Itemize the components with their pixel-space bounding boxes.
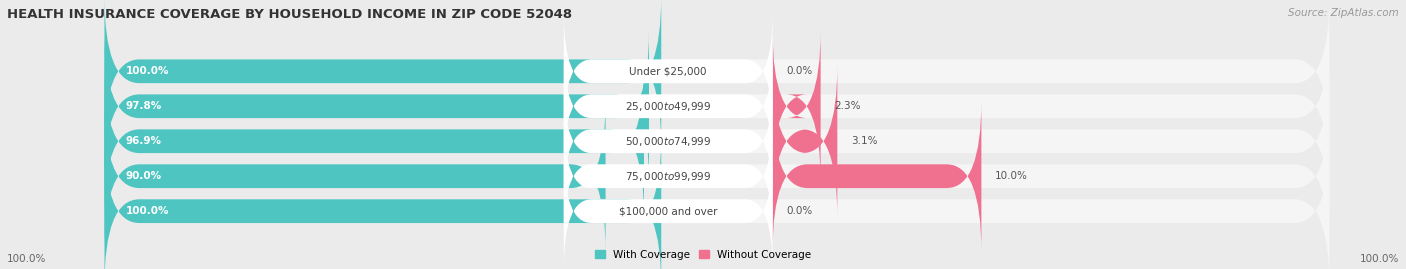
Text: 97.8%: 97.8% <box>125 101 162 111</box>
FancyBboxPatch shape <box>104 66 1330 217</box>
FancyBboxPatch shape <box>104 31 1330 182</box>
Text: HEALTH INSURANCE COVERAGE BY HOUSEHOLD INCOME IN ZIP CODE 52048: HEALTH INSURANCE COVERAGE BY HOUSEHOLD I… <box>7 8 572 21</box>
FancyBboxPatch shape <box>564 13 773 129</box>
Text: $50,000 to $74,999: $50,000 to $74,999 <box>626 135 711 148</box>
Text: 3.1%: 3.1% <box>851 136 877 146</box>
Text: 100.0%: 100.0% <box>7 254 46 264</box>
FancyBboxPatch shape <box>104 101 1330 252</box>
FancyBboxPatch shape <box>104 136 1330 269</box>
FancyBboxPatch shape <box>773 101 981 252</box>
Legend: With Coverage, Without Coverage: With Coverage, Without Coverage <box>591 245 815 264</box>
FancyBboxPatch shape <box>104 66 644 217</box>
Text: 0.0%: 0.0% <box>786 206 813 216</box>
FancyBboxPatch shape <box>773 31 821 182</box>
Text: $75,000 to $99,999: $75,000 to $99,999 <box>626 170 711 183</box>
FancyBboxPatch shape <box>104 0 1330 147</box>
FancyBboxPatch shape <box>104 136 661 269</box>
Text: 100.0%: 100.0% <box>125 206 169 216</box>
FancyBboxPatch shape <box>104 0 661 147</box>
Text: $25,000 to $49,999: $25,000 to $49,999 <box>626 100 711 113</box>
Text: Under $25,000: Under $25,000 <box>630 66 707 76</box>
FancyBboxPatch shape <box>564 83 773 199</box>
Text: 100.0%: 100.0% <box>125 66 169 76</box>
Text: Source: ZipAtlas.com: Source: ZipAtlas.com <box>1288 8 1399 18</box>
FancyBboxPatch shape <box>104 101 606 252</box>
FancyBboxPatch shape <box>773 66 838 217</box>
FancyBboxPatch shape <box>564 48 773 164</box>
Text: $100,000 and over: $100,000 and over <box>619 206 717 216</box>
Text: 96.9%: 96.9% <box>125 136 162 146</box>
Text: 10.0%: 10.0% <box>995 171 1028 181</box>
Text: 2.3%: 2.3% <box>835 101 860 111</box>
Text: 100.0%: 100.0% <box>1360 254 1399 264</box>
Text: 0.0%: 0.0% <box>786 66 813 76</box>
FancyBboxPatch shape <box>564 118 773 234</box>
Text: 90.0%: 90.0% <box>125 171 162 181</box>
FancyBboxPatch shape <box>564 153 773 269</box>
FancyBboxPatch shape <box>104 31 650 182</box>
